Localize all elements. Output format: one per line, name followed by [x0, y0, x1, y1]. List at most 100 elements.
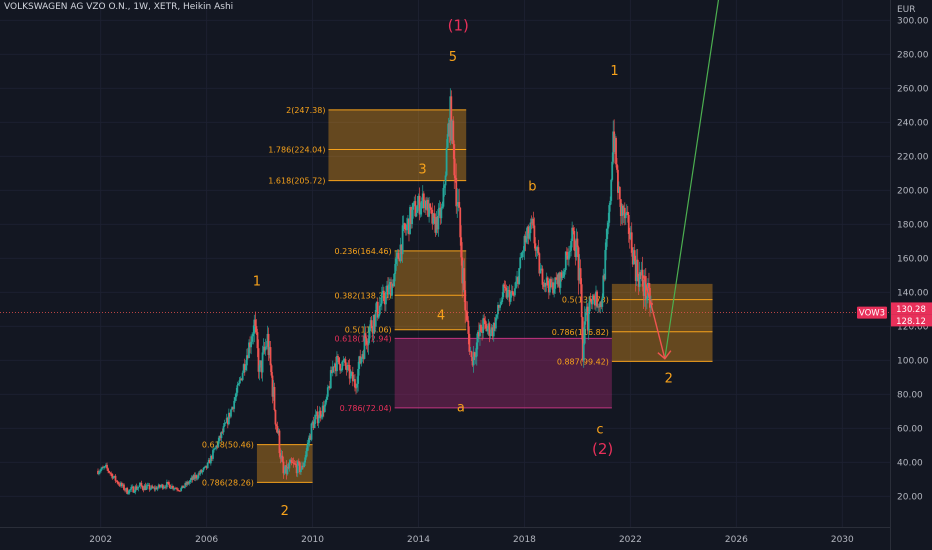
candle-body [571, 227, 574, 241]
candle-body [600, 301, 603, 307]
candle-body [291, 461, 294, 463]
candle-body [635, 259, 638, 282]
candle-body [154, 487, 157, 490]
candle-body [98, 472, 100, 474]
candle-body [574, 250, 577, 257]
candle-body [526, 226, 529, 237]
candle-body [620, 205, 623, 217]
y-tick-label: 160.00 [897, 254, 929, 264]
x-tick-label: 2026 [725, 535, 748, 545]
candle-body [130, 487, 133, 490]
candle-body [603, 275, 606, 280]
candle-body [235, 392, 238, 398]
candle-body [436, 216, 439, 230]
candle-body [140, 482, 143, 486]
candle-body [110, 473, 113, 475]
candle-body [580, 284, 583, 318]
candle-body [204, 465, 207, 467]
fib-level-label: 0.786(28.26) [202, 478, 254, 487]
symbol-tag-label: VOW3 [859, 309, 885, 319]
candle-body [613, 131, 616, 152]
candle-body [533, 225, 536, 244]
candle-body [528, 233, 531, 239]
candle-body [468, 333, 471, 352]
candle-body [236, 385, 239, 393]
candle-body [445, 147, 448, 176]
candle-body [99, 471, 101, 473]
projection-down-line [642, 275, 666, 359]
candle-body [607, 222, 610, 229]
candle-body [398, 258, 401, 262]
projection-arrowhead [657, 350, 672, 360]
current-price-tag [891, 302, 932, 315]
close-price-label: 128.12 [896, 317, 926, 327]
candle-body [553, 288, 556, 294]
candle-body [133, 492, 136, 493]
x-tick-label: 2014 [407, 535, 430, 545]
candle-body [139, 482, 142, 486]
candle-body [598, 306, 601, 308]
candle-body [559, 272, 562, 288]
candle-body [214, 448, 216, 450]
candle-body [262, 346, 265, 353]
candle-body [103, 467, 105, 469]
fib-level-label: 1.618(205.72) [268, 177, 325, 186]
candle-body [301, 465, 303, 470]
candle-body [386, 285, 388, 292]
candle-body [429, 203, 432, 209]
candle-body [371, 328, 374, 334]
candle-body [510, 291, 513, 294]
candle-body [343, 359, 346, 362]
candle-body [383, 301, 386, 305]
candle-body [460, 237, 463, 258]
candle-body [183, 486, 186, 488]
candle-body [146, 485, 149, 487]
candle-body [112, 476, 115, 479]
candle-body [614, 138, 616, 152]
y-tick-label: 240.00 [897, 118, 929, 128]
candle-body [325, 396, 328, 400]
candle-body [639, 272, 642, 276]
candle-body [318, 410, 321, 419]
candle-body [286, 466, 289, 475]
fib-level-label: 0.786(116.82) [552, 328, 609, 337]
candle-body [472, 352, 475, 366]
fib-level-label: 0.5(118.06) [345, 326, 392, 335]
candle-body [443, 185, 446, 188]
candle-body [155, 487, 158, 490]
candle-body [306, 444, 309, 452]
candle-body [292, 462, 295, 464]
candle-body [504, 286, 507, 288]
candle-body [385, 291, 387, 305]
candle-body [275, 424, 278, 427]
candle-body [591, 295, 594, 305]
candle-body [382, 290, 385, 302]
wave-label: b [528, 179, 536, 194]
candle-body [378, 305, 381, 315]
wave-label: (2) [592, 440, 613, 458]
candle-body [202, 468, 205, 471]
candle-body [642, 286, 645, 296]
fib-zone [394, 250, 467, 330]
candle-body [517, 277, 520, 284]
candle-body [172, 485, 174, 489]
candle-body [288, 463, 291, 469]
x-tick-label: 2006 [195, 535, 218, 545]
candle-body [401, 225, 404, 255]
candle-body [628, 233, 631, 240]
y-tick-label: 220.00 [897, 152, 929, 162]
candle-body [507, 289, 510, 291]
candle-body [348, 365, 351, 379]
candle-body [479, 324, 481, 337]
candle-body [500, 301, 503, 305]
candle-body [506, 290, 509, 298]
candle-body [629, 232, 632, 240]
y-tick-label: 40.00 [897, 458, 923, 468]
candle-body [177, 489, 179, 491]
candle-body [388, 284, 390, 295]
candle-body [203, 466, 206, 469]
candle-body [258, 365, 261, 372]
candle-body [151, 486, 154, 488]
candle-body [287, 466, 290, 469]
